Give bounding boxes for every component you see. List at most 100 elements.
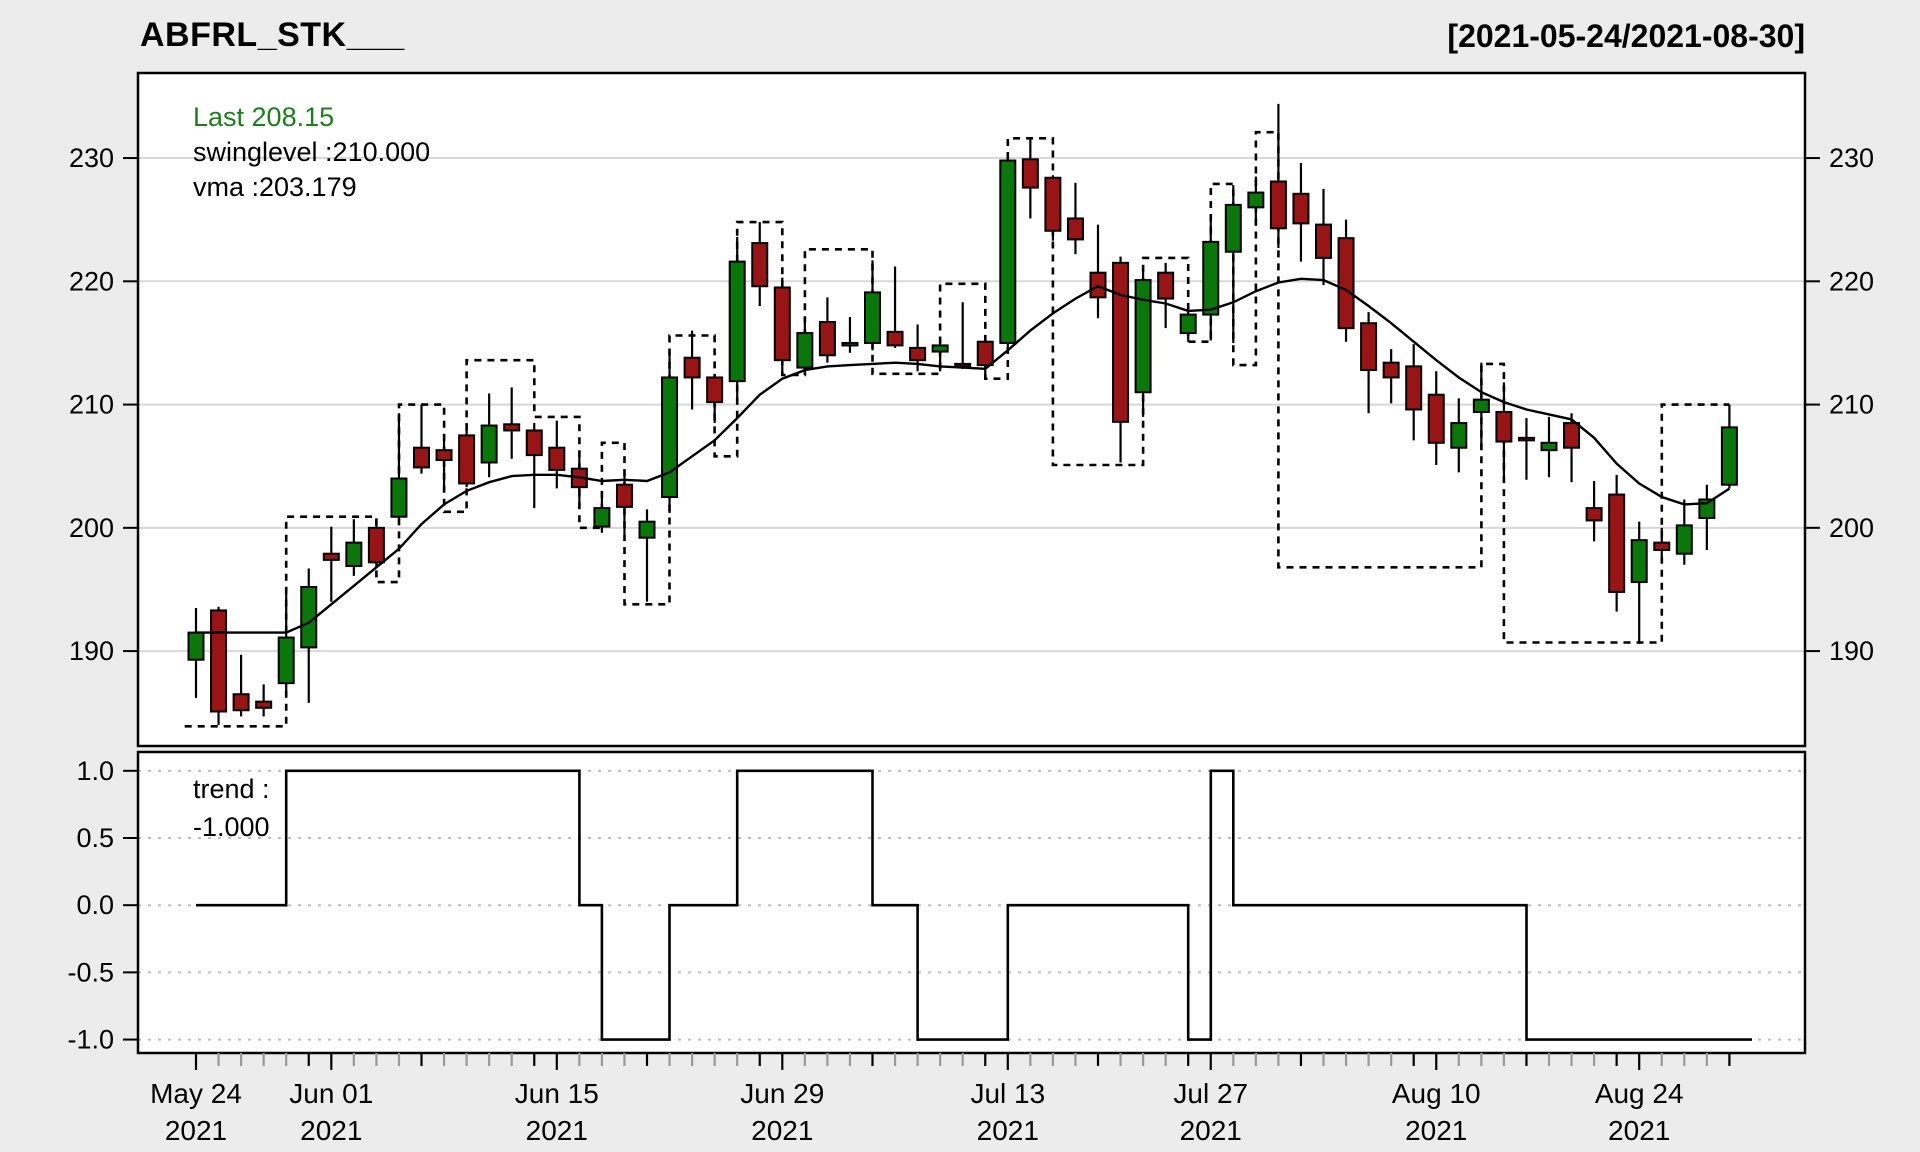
candle-body	[1382, 361, 1400, 379]
candle-body	[818, 320, 836, 357]
candle-body	[480, 424, 498, 464]
candle-body	[931, 344, 949, 353]
candle-body	[367, 526, 385, 564]
trend-panel-bg	[138, 752, 1805, 1053]
x-axis-year-label: 2021	[1405, 1115, 1467, 1146]
y-axis-label-right: 230	[1829, 143, 1874, 173]
candle-body	[841, 341, 859, 347]
candle-body	[593, 507, 611, 528]
candle-body	[435, 449, 453, 462]
candle-body	[1157, 271, 1175, 300]
candle-body	[548, 446, 566, 471]
candle-body	[232, 693, 250, 712]
candle-body	[1112, 261, 1130, 423]
candle-body	[1472, 398, 1490, 413]
x-axis-date-label: Jun 15	[515, 1078, 599, 1109]
y-axis-label-left: 230	[69, 143, 114, 173]
swing-level-step-line	[184, 130, 1730, 728]
candle-body	[1608, 493, 1626, 593]
trend-y-axis-label: 0.0	[76, 890, 114, 920]
candle-body	[1292, 192, 1310, 225]
candle-body	[1585, 507, 1603, 522]
candle-body	[1720, 426, 1738, 486]
swinglevel-label: swinglevel :210.000	[193, 137, 431, 167]
y-axis-label-left: 200	[69, 513, 114, 543]
candle-body	[638, 520, 656, 539]
candle-body	[751, 242, 769, 288]
x-axis-year-label: 2021	[1180, 1115, 1242, 1146]
candle-body	[1405, 365, 1423, 411]
x-axis-date-label: Jun 01	[289, 1078, 373, 1109]
x-axis-date-label: Aug 24	[1595, 1078, 1684, 1109]
vma-label: vma :203.179	[193, 172, 357, 202]
candle-body	[390, 477, 408, 518]
candle-body	[1066, 217, 1084, 241]
trend-step-line	[196, 769, 1752, 1041]
candle-body	[1179, 313, 1197, 335]
candle-body	[187, 631, 205, 661]
candle-body	[1653, 541, 1671, 552]
x-axis-date-label: Aug 10	[1392, 1078, 1481, 1109]
candle-body	[1202, 240, 1220, 316]
candle-body	[458, 434, 476, 485]
y-axis-label-right: 220	[1829, 266, 1874, 296]
candle-body	[210, 609, 228, 713]
candle-body	[1224, 203, 1242, 253]
candle-body	[683, 356, 701, 379]
price-panel-border	[136, 71, 1807, 748]
x-axis-date-label: Jul 27	[1173, 1078, 1248, 1109]
candle-body	[1337, 237, 1355, 330]
candle-body	[1563, 422, 1581, 449]
candle-body	[1540, 441, 1558, 452]
trend-legend: trend : -1.000	[193, 770, 270, 846]
candle-body	[1247, 191, 1265, 209]
candle-body	[796, 332, 814, 369]
y-axis-label-right: 200	[1829, 513, 1874, 543]
candle-body	[1044, 176, 1062, 232]
candle-body	[661, 376, 679, 499]
candle-body	[706, 376, 724, 404]
candle-body	[954, 362, 972, 368]
candle-body	[1134, 279, 1152, 394]
x-axis-year-label: 2021	[526, 1115, 588, 1146]
candle-body	[999, 159, 1017, 344]
x-axis-year-label: 2021	[165, 1115, 227, 1146]
x-axis-year-label: 2021	[751, 1115, 813, 1146]
candle-body	[525, 429, 543, 457]
last-price-label: Last 208.15	[193, 102, 335, 132]
y-axis-label-right: 190	[1829, 636, 1874, 666]
candle-body	[345, 541, 363, 568]
x-axis-year-label: 2021	[300, 1115, 362, 1146]
trend-label: trend :	[193, 774, 270, 804]
candle-body	[909, 346, 927, 362]
candle-body	[1269, 180, 1287, 230]
candle-body	[413, 446, 430, 469]
candle-body	[277, 636, 295, 685]
x-axis-year-label: 2021	[977, 1115, 1039, 1146]
candle-body	[886, 330, 904, 347]
page-title: ABFRL_STK___	[140, 16, 405, 54]
trend-panel-border	[136, 750, 1807, 1055]
y-axis-label-left: 210	[69, 390, 114, 420]
y-axis-label-right: 210	[1829, 390, 1874, 420]
candle-body	[322, 552, 340, 561]
y-axis-label-left: 220	[69, 266, 114, 296]
candle-body	[1021, 158, 1039, 189]
trend-y-axis-label: 0.5	[76, 823, 114, 853]
trend-value-label: -1.000	[193, 812, 270, 842]
candle-body	[1315, 223, 1332, 259]
price-legend: Last 208.15 swinglevel :210.000 vma :203…	[193, 100, 430, 205]
x-axis-date-label: Jul 13	[970, 1078, 1045, 1109]
candle-body	[1495, 410, 1513, 443]
candle-body	[1517, 436, 1535, 442]
candle-body	[503, 423, 521, 432]
candle-body	[976, 340, 994, 367]
candle-body	[615, 483, 633, 508]
x-axis-date-label: Jun 29	[740, 1078, 824, 1109]
candle-body	[864, 291, 881, 344]
trend-y-axis-label: -0.5	[67, 957, 114, 987]
candle-body	[728, 260, 746, 383]
vma-line	[196, 277, 1731, 634]
